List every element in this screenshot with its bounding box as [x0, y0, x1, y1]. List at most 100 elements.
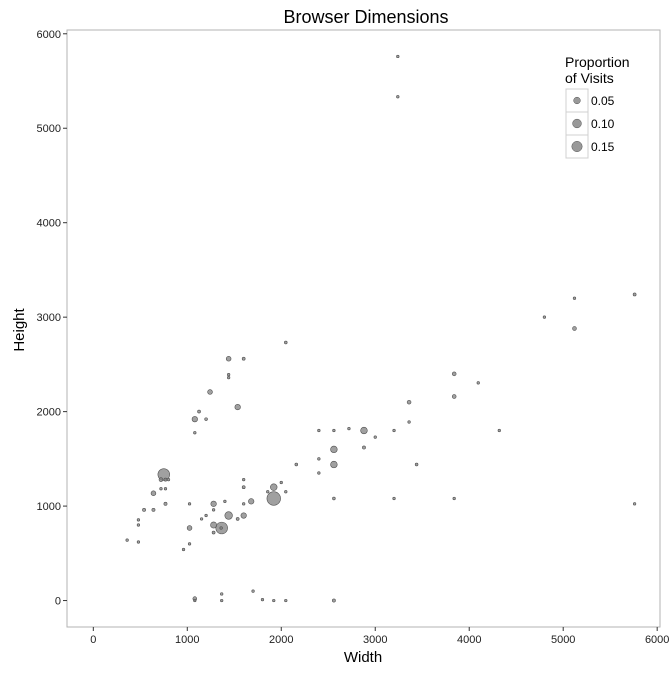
points-layer — [125, 54, 637, 603]
data-point — [186, 525, 193, 531]
data-point — [163, 487, 168, 491]
data-point — [407, 420, 411, 424]
data-point — [572, 326, 577, 331]
data-point — [347, 427, 351, 431]
data-point — [406, 399, 412, 405]
legend-point — [571, 141, 583, 152]
legend-label: 0.15 — [591, 140, 615, 154]
data-point — [199, 517, 204, 521]
data-point — [163, 501, 168, 506]
data-point — [414, 462, 419, 467]
x-tick-label: 6000 — [645, 634, 669, 646]
data-point — [279, 480, 283, 485]
data-point — [163, 477, 168, 482]
data-point — [219, 526, 223, 530]
data-point — [204, 417, 208, 421]
data-point — [332, 496, 336, 501]
data-point — [225, 356, 232, 362]
data-point — [241, 356, 246, 361]
data-point — [210, 500, 217, 507]
data-point — [242, 502, 246, 506]
x-tick-label: 0 — [90, 634, 96, 646]
x-tick-label: 4000 — [457, 634, 481, 646]
data-point — [207, 389, 213, 395]
plot-panel — [66, 29, 661, 628]
data-point — [227, 376, 231, 380]
legend-label: 0.10 — [591, 117, 615, 131]
data-point — [151, 507, 156, 512]
data-point — [542, 315, 547, 319]
data-point — [330, 460, 338, 469]
data-point — [159, 487, 163, 491]
data-point — [241, 485, 246, 490]
chart-title: Browser Dimensions — [283, 7, 448, 27]
data-point — [260, 597, 265, 602]
x-axis: 0 1000 2000 3000 4000 5000 6000 — [90, 627, 669, 646]
data-point — [204, 513, 208, 518]
data-point — [476, 381, 480, 385]
legend-label: 0.05 — [591, 94, 615, 108]
y-axis-label: Height — [11, 307, 28, 351]
data-point — [396, 95, 400, 99]
data-point — [272, 598, 276, 603]
data-point — [211, 530, 216, 535]
data-point — [330, 445, 338, 454]
data-point — [317, 457, 321, 461]
data-point — [193, 431, 197, 435]
data-point — [220, 592, 224, 596]
data-point — [451, 394, 457, 399]
data-point — [451, 371, 457, 377]
data-point — [497, 428, 501, 433]
data-point — [632, 292, 637, 297]
data-point — [193, 598, 197, 603]
data-point — [332, 428, 336, 433]
data-point — [234, 404, 241, 411]
data-point — [248, 498, 255, 505]
data-point — [210, 521, 217, 529]
data-point — [197, 409, 201, 414]
data-point — [240, 512, 247, 519]
data-point — [136, 523, 141, 527]
data-point — [211, 508, 216, 512]
legend-point — [573, 96, 581, 105]
data-point — [392, 428, 396, 433]
y-tick-label: 3000 — [37, 312, 61, 324]
y-axis: 0 1000 2000 3000 4000 5000 6000 — [37, 29, 67, 608]
legend-point — [572, 118, 582, 129]
data-point — [373, 435, 377, 439]
data-point — [235, 517, 240, 521]
data-point — [187, 502, 192, 506]
y-tick-label: 5000 — [37, 123, 61, 135]
data-point — [392, 496, 396, 501]
y-tick-label: 4000 — [37, 218, 61, 230]
data-point — [331, 598, 336, 603]
data-point — [227, 372, 231, 377]
data-point — [136, 518, 141, 522]
x-tick-label: 1000 — [175, 634, 199, 646]
data-point — [284, 490, 288, 494]
data-point — [150, 490, 157, 496]
data-point — [242, 478, 246, 482]
data-point — [294, 462, 299, 467]
data-point — [166, 478, 171, 482]
y-tick-label: 1000 — [37, 501, 61, 513]
data-point — [251, 589, 255, 593]
data-point — [572, 296, 577, 300]
y-tick-label: 2000 — [37, 407, 61, 419]
data-point — [317, 471, 321, 475]
data-point — [125, 538, 129, 542]
x-tick-label: 3000 — [363, 634, 387, 646]
data-point — [266, 491, 281, 506]
data-point — [317, 428, 321, 433]
data-point — [158, 477, 164, 482]
y-tick-label: 6000 — [37, 29, 61, 41]
data-point — [224, 511, 233, 520]
data-point — [362, 445, 366, 450]
data-point — [191, 416, 198, 423]
data-point — [142, 507, 146, 512]
y-tick-label: 0 — [55, 596, 61, 608]
legend-title-line2: of Visits — [565, 70, 614, 86]
data-point — [187, 542, 192, 546]
data-point — [452, 496, 456, 501]
